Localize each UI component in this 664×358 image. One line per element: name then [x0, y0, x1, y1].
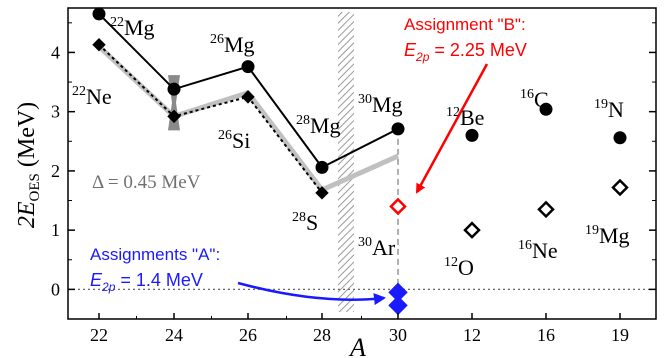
x-tick-label-30: 30 [389, 325, 407, 345]
y-tick-label-3: 3 [51, 102, 60, 122]
marker-1-1 [167, 109, 181, 124]
marker-3-1 [539, 102, 553, 116]
annotation-a-energy: E2p = 1.4 MeV [90, 270, 203, 294]
marker-0-0 [92, 7, 106, 21]
y-tick-label-4: 4 [51, 42, 60, 62]
x-tick-label-16: 16 [537, 325, 555, 345]
isotope-mass: 26 [218, 128, 232, 143]
isotope-symbol: Mg [372, 92, 403, 117]
isotope-symbol: Ar [372, 235, 396, 260]
y-tick-label-0: 0 [51, 279, 60, 299]
marker-4-0 [463, 221, 481, 239]
isotope-label-16-Ne: 16Ne [518, 238, 558, 263]
x-tick-label-12: 12 [463, 325, 481, 345]
marker-4-1 [537, 200, 555, 219]
x-axis: 22 24 26 28 30 12 16 19 [90, 313, 629, 345]
x-tick-label-26: 26 [239, 325, 257, 345]
x-tick-label-24: 24 [165, 325, 183, 345]
x-tick-label-19: 19 [611, 325, 629, 345]
annotation-b-arrow [415, 63, 489, 194]
marker-0-3 [315, 160, 329, 174]
annotation-a-arrow [237, 281, 386, 306]
y-axis-title-main: 2E [14, 201, 40, 228]
y-tick-label-2: 2 [51, 161, 60, 181]
isotope-label-30-Mg: 30Mg [358, 92, 403, 117]
y-tick-label-1: 1 [51, 220, 60, 240]
annotation-b-title: Assignment "B": [404, 15, 526, 34]
isotope-symbol: Mg [310, 113, 341, 138]
isotope-label-19-Mg: 19Mg [585, 223, 630, 248]
marker-3-2 [613, 131, 627, 145]
isotope-mass: 19 [594, 97, 608, 112]
isotope-symbol: C [534, 87, 549, 112]
marker-1-2 [241, 90, 255, 104]
isotope-labels: 22Mg22Ne26Mg26Si28Mg28S30Mg30Ar12Be12O16… [72, 15, 630, 280]
isotope-mass: 22 [110, 15, 124, 30]
isotope-label-28-Mg: 28Mg [296, 113, 341, 138]
isotope-symbol: S [306, 210, 318, 235]
isotope-label-30-Ar: 30Ar [358, 235, 396, 260]
isotope-symbol: Ne [532, 238, 558, 263]
isotope-symbol: O [458, 255, 474, 280]
marker-0-2 [241, 60, 255, 74]
isotope-mass: 28 [292, 210, 306, 225]
x-axis-title: A [348, 333, 366, 358]
isotope-symbol: Mg [124, 15, 155, 40]
x-tick-label-22: 22 [90, 325, 108, 345]
isotope-mass: 19 [585, 223, 599, 238]
isotope-mass: 16 [520, 87, 534, 102]
isotope-label-19-N: 19N [594, 97, 624, 122]
isotope-label-26-Si: 26Si [218, 128, 250, 153]
isotope-symbol: Ne [86, 84, 112, 109]
isotope-mass: 28 [296, 113, 310, 128]
y-axis-title: 2EOES (MeV) [14, 102, 43, 228]
isotope-label-16-C: 16C [520, 87, 549, 112]
isotope-label-28-S: 28S [292, 210, 318, 235]
delta-label: Δ = 0.45 MeV [92, 172, 201, 193]
annotation-b-energy: E2p = 2.25 MeV [404, 40, 527, 64]
isotope-label-22-Mg: 22Mg [110, 15, 155, 40]
marker-4-2 [611, 178, 629, 197]
marker-1-0 [92, 38, 106, 52]
marker-3-0 [465, 128, 479, 142]
marker-0-4 [391, 122, 405, 136]
marker-6-1 [388, 295, 408, 316]
isotope-mass: 12 [446, 105, 460, 120]
isotope-mass: 30 [358, 235, 372, 250]
marker-5-0 [389, 197, 407, 216]
isotope-symbol: Mg [599, 223, 630, 248]
annotation-a-title: Assignments "A": [90, 245, 220, 264]
annotation-b: Assignment "B": E2p = 2.25 MeV [404, 15, 527, 64]
marker-1-3 [315, 186, 329, 200]
isotope-symbol: Mg [224, 32, 255, 57]
ne-si-s-line [98, 44, 323, 194]
annotation-a: Assignments "A": E2p = 1.4 MeV [90, 245, 220, 294]
data-markers [92, 7, 629, 316]
isotope-mass: 16 [518, 238, 532, 253]
isotope-symbol: N [608, 97, 624, 122]
isotope-symbol: Be [460, 105, 484, 130]
isotope-mass: 12 [444, 255, 458, 270]
isotope-label-22-Ne: 22Ne [72, 84, 112, 109]
isotope-label-12-Be: 12Be [446, 105, 484, 130]
y-axis-title-sub: OES [27, 173, 43, 201]
isotope-label-12-O: 12O [444, 255, 474, 280]
separator-band [338, 12, 354, 312]
isotope-mass: 30 [358, 92, 372, 107]
x-tick-label-28: 28 [313, 325, 331, 345]
isotope-symbol: Si [232, 128, 250, 153]
isotope-label-26-Mg: 26Mg [210, 32, 255, 57]
y-axis-title-unit: (MeV) [14, 102, 40, 167]
isotope-mass: 26 [210, 32, 224, 47]
isotope-mass: 22 [72, 84, 86, 99]
marker-0-1 [167, 82, 181, 96]
